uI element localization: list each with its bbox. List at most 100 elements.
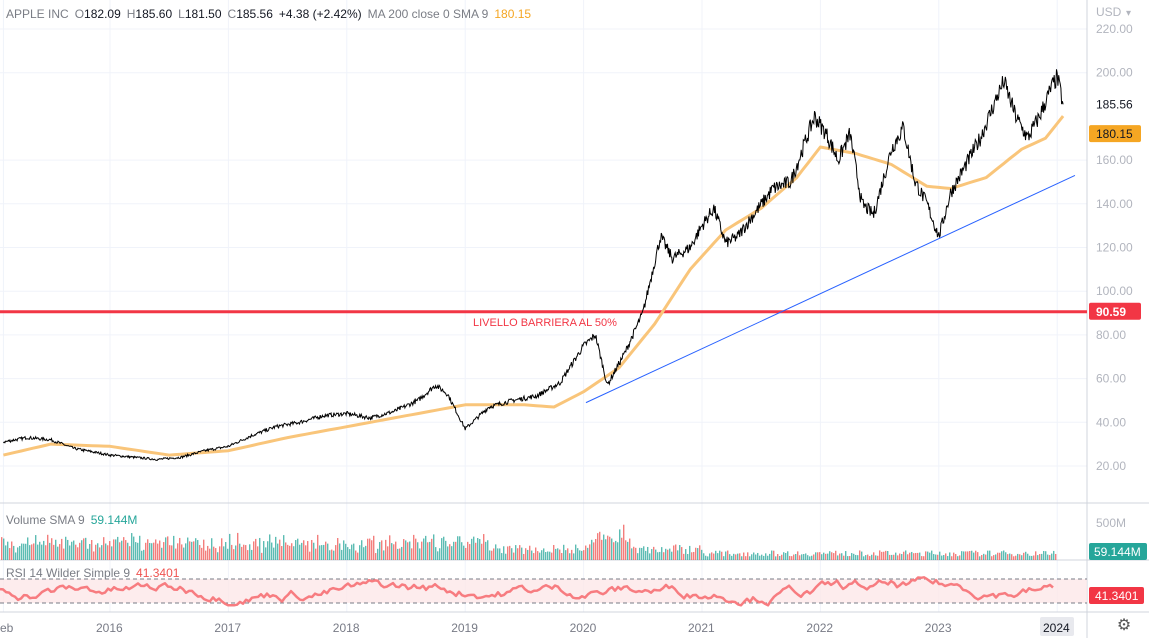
volume-bar [849, 556, 851, 560]
volume-bar [263, 541, 265, 560]
volume-bar [405, 540, 407, 560]
volume-bar [819, 552, 821, 560]
volume-bar [439, 548, 441, 560]
volume-bar [441, 538, 443, 560]
legend-o-value: 182.09 [84, 7, 121, 21]
volume-bar [371, 540, 373, 560]
volume-bar [113, 539, 115, 560]
volume-bar [831, 552, 833, 560]
volume-bar [1, 537, 3, 560]
time-tick-label: 2016 [96, 621, 123, 635]
volume-bar [315, 548, 317, 560]
volume-bar [883, 551, 885, 560]
volume-bar [29, 545, 31, 560]
volume-bar [261, 552, 263, 560]
volume-bar [139, 535, 141, 560]
volume-bar [905, 550, 907, 560]
volume-bar [107, 545, 109, 560]
volume-bar [807, 555, 809, 560]
volume-bar [1001, 551, 1003, 560]
volume-bar [127, 542, 129, 560]
volume-bar [499, 548, 501, 560]
volume-bar [515, 545, 517, 560]
volume-bar [563, 544, 565, 560]
volume-bar [951, 556, 953, 560]
volume-bar [99, 547, 101, 560]
volume-bar [1051, 553, 1053, 560]
volume-bar [11, 541, 13, 560]
volume-bar [187, 537, 189, 560]
volume-bar [715, 550, 717, 560]
volume-bar [841, 553, 843, 560]
volume-bar [451, 546, 453, 560]
volume-bar [629, 538, 631, 560]
volume-bar [417, 542, 419, 560]
volume-bar [773, 550, 775, 560]
volume-bar [455, 541, 457, 560]
volume-bar [769, 553, 771, 560]
barrier-price-badge [1089, 302, 1141, 320]
volume-bar [637, 553, 639, 560]
volume-bar [895, 552, 897, 560]
volume-bar [709, 553, 711, 560]
volume-bar [237, 532, 239, 560]
volume-bar [675, 544, 677, 560]
volume-bars [1, 524, 1057, 560]
volume-bar [875, 555, 877, 560]
volume-bar [1039, 554, 1041, 560]
volume-bar [185, 543, 187, 560]
trendline [585, 174, 1076, 404]
volume-bar [85, 537, 87, 560]
volume-bar [57, 546, 59, 560]
volume-bar [699, 545, 701, 560]
volume-bar [173, 535, 175, 560]
volume-bar [453, 541, 455, 560]
volume-bar [287, 544, 289, 560]
volume-bar [385, 539, 387, 560]
volume-bar [533, 553, 535, 560]
volume-bar [655, 549, 657, 560]
volume-badge [1089, 543, 1147, 560]
volume-bar [659, 551, 661, 560]
volume-bar [753, 552, 755, 560]
volume-bar [543, 548, 545, 560]
volume-bar [551, 552, 553, 560]
volume-bar [517, 548, 519, 560]
volume-bar [175, 548, 177, 560]
volume-bar [663, 552, 665, 560]
volume-bar [935, 554, 937, 560]
volume-bar [607, 535, 609, 560]
legend-l-value: 181.50 [184, 7, 222, 21]
grid-lines [0, 0, 1087, 612]
volume-bar [913, 553, 915, 560]
volume-bar [359, 545, 361, 560]
volume-bar [475, 542, 477, 560]
volume-bar [739, 553, 741, 560]
price-tick-label: 60.00 [1096, 372, 1126, 386]
volume-bar [425, 535, 427, 560]
volume-bar [877, 555, 879, 560]
volume-tick-label: 500M [1096, 516, 1126, 530]
legend-ma-value: 180.15 [494, 7, 532, 21]
volume-bar [761, 554, 763, 560]
volume-bar [839, 553, 841, 560]
volume-bar [853, 553, 855, 560]
volume-bar [653, 546, 655, 560]
volume-bar [643, 546, 645, 560]
volume-bar [189, 541, 191, 560]
volume-bar [329, 550, 331, 560]
volume-bar [283, 535, 285, 560]
volume-bar [505, 553, 507, 560]
volume-bar [539, 552, 541, 560]
settings-gear-icon[interactable]: ⚙ [1116, 617, 1132, 634]
volume-bar [941, 555, 943, 560]
time-tick-label: 2020 [570, 621, 597, 635]
volume-bar [389, 535, 391, 560]
volume-bar [669, 548, 671, 560]
volume-bar [89, 544, 91, 560]
volume-bar [459, 536, 461, 560]
volume-bar [799, 555, 801, 560]
volume-bar [469, 544, 471, 560]
